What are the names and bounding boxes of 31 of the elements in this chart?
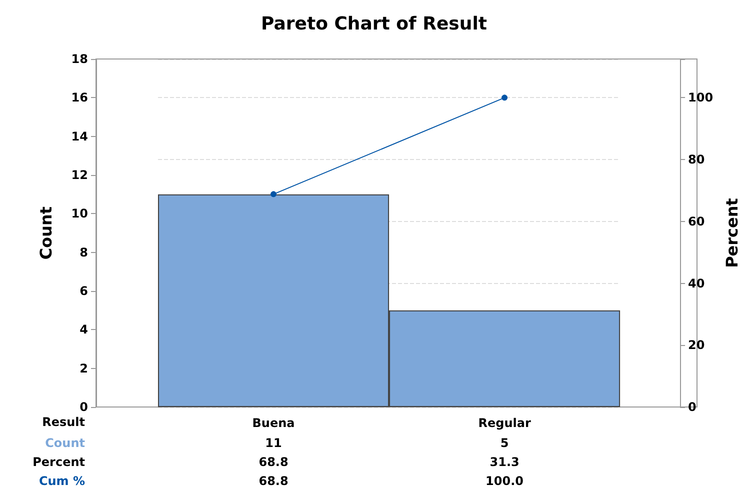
y-axis-title: Count	[36, 206, 56, 260]
y-tick-label: 2	[80, 361, 88, 376]
y2-tick-label: 20	[688, 338, 705, 352]
y-tick-label: 18	[71, 52, 88, 66]
y2-tick-label: 100	[688, 90, 714, 105]
data-label: 68.8	[258, 474, 288, 488]
x-tick-label: Buena	[252, 416, 295, 430]
y-tick-label: 16	[71, 90, 88, 105]
y2-tick-label: 60	[688, 214, 705, 228]
x-axis-title: Result	[42, 415, 86, 429]
text: 68.8	[258, 455, 288, 469]
y-tick-label: 8	[80, 245, 88, 260]
y-tick-label: 0	[80, 400, 88, 414]
data-label: 11	[265, 436, 282, 450]
text: 31.3	[490, 455, 520, 469]
data-label: 5	[500, 436, 509, 450]
y-tick-label: 14	[71, 129, 88, 144]
chart-title: Pareto Chart of Result	[261, 14, 488, 34]
y2-axis-title: Percent	[722, 198, 742, 268]
data-label: 100.0	[486, 474, 524, 488]
y-tick-label: 6	[80, 284, 88, 298]
text: Percent	[32, 455, 86, 469]
y2-tick-label: 40	[688, 276, 705, 290]
text: Count	[45, 436, 86, 450]
text: Cum %	[38, 474, 85, 488]
y-tick-label: 12	[71, 168, 88, 182]
y2-tick-label: 80	[688, 152, 705, 167]
y2-tick-label: 0	[688, 400, 696, 414]
y-tick-label: 4	[80, 322, 88, 337]
y-tick-label: 10	[71, 206, 88, 221]
x-tick-label: Regular	[478, 416, 531, 430]
